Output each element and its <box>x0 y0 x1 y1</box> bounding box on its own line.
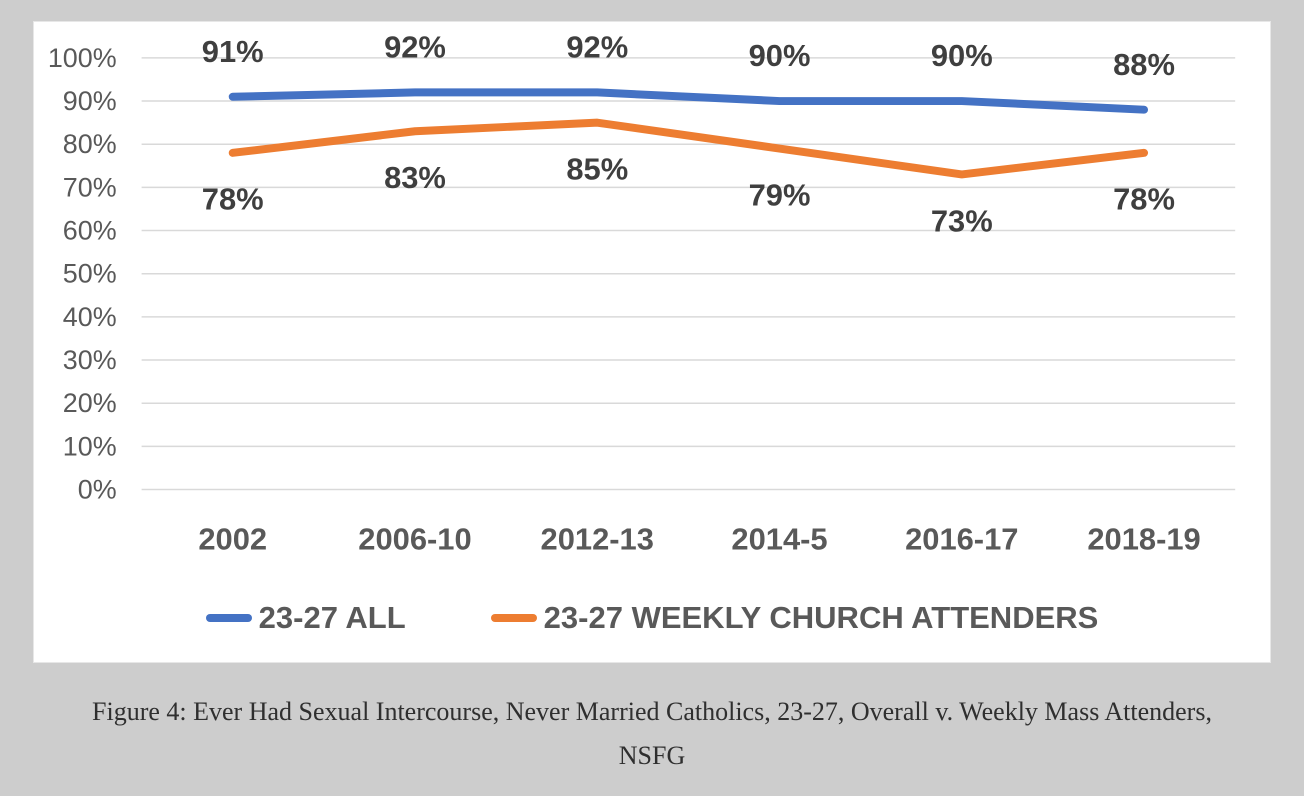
legend-item: 23-27 WEEKLY CHURCH ATTENDERS <box>490 600 1099 636</box>
legend-item: 23-27 ALL <box>205 600 406 636</box>
data-label: 92% <box>384 30 446 65</box>
y-axis-tick-label: 70% <box>63 172 117 202</box>
legend-line-swatch <box>490 614 537 622</box>
y-axis-tick-label: 80% <box>63 129 117 159</box>
data-label: 79% <box>749 177 811 212</box>
data-label: 88% <box>1113 47 1175 82</box>
legend-line-swatch <box>205 614 252 622</box>
series-line-23-27-weekly-church-attenders <box>228 118 1149 179</box>
y-axis-tick-label: 100% <box>48 43 117 73</box>
data-label: 92% <box>566 30 628 65</box>
chart-panel: 0% 10% 20% 30% 40% 50% 60% 70% 80% 90% 100% 2002 200… <box>33 21 1271 663</box>
y-axis-tick-label: 50% <box>63 259 117 289</box>
line-chart: 0% 10% 20% 30% 40% 50% 60% 70% 80% 90% 100% 2002 200… <box>48 30 1236 556</box>
data-label: 73% <box>931 203 993 238</box>
y-axis-tick-label: 90% <box>63 86 117 116</box>
data-label: 78% <box>1113 182 1175 217</box>
chart-legend: 23-27 ALL 23-27 WEEKLY CHURCH ATTENDERS <box>34 600 1270 636</box>
data-label: 78% <box>202 182 264 217</box>
legend-label: 23-27 ALL <box>258 600 406 635</box>
x-axis-category-label: 2016-17 <box>905 521 1018 556</box>
legend-label: 23-27 WEEKLY CHURCH ATTENDERS <box>543 600 1099 635</box>
y-axis-tick-label: 0% <box>78 475 117 505</box>
y-axis-tick-label: 10% <box>63 431 117 461</box>
y-axis-tick-label: 20% <box>63 388 117 418</box>
figure-caption-line-2: NSFG <box>618 741 686 770</box>
data-label: 90% <box>749 38 811 73</box>
x-axis-category-label: 2012-13 <box>541 521 654 556</box>
x-axis-category-label: 2002 <box>198 521 267 556</box>
y-axis-tick-label: 60% <box>63 216 117 246</box>
series-line-23-27-all <box>228 88 1149 114</box>
data-label: 83% <box>384 160 446 195</box>
data-label: 85% <box>566 151 628 186</box>
x-axis-category-label: 2006-10 <box>358 521 471 556</box>
data-label: 91% <box>202 34 264 69</box>
figure-caption-line-1: Figure 4: Ever Had Sexual Intercourse, N… <box>92 697 1212 726</box>
x-axis-category-label: 2018-19 <box>1087 521 1200 556</box>
data-label: 90% <box>931 38 993 73</box>
y-axis-tick-label: 40% <box>63 302 117 332</box>
x-axis-category-label: 2014-5 <box>731 521 827 556</box>
figure-caption: Figure 4: Ever Had Sexual Intercourse, N… <box>0 690 1304 778</box>
y-axis-tick-label: 30% <box>63 345 117 375</box>
